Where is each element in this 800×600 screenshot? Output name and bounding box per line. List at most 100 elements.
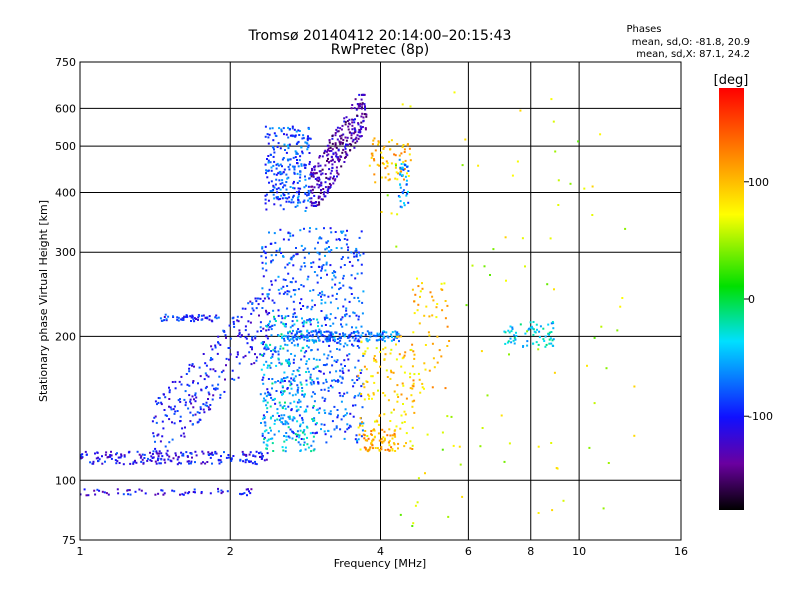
data-point <box>284 291 287 294</box>
data-point <box>339 127 342 130</box>
data-point <box>251 336 254 339</box>
data-point <box>188 394 191 397</box>
data-point <box>376 332 379 335</box>
data-point <box>166 449 169 452</box>
data-point <box>413 312 416 315</box>
data-point <box>307 331 310 334</box>
data-point <box>187 460 190 463</box>
data-point <box>339 143 342 146</box>
data-point <box>380 334 383 337</box>
data-point <box>368 395 371 398</box>
data-point <box>356 379 359 381</box>
data-point <box>409 105 412 108</box>
data-point <box>273 347 276 350</box>
data-point <box>404 159 407 162</box>
data-point <box>327 190 330 193</box>
data-point <box>180 318 183 321</box>
data-point <box>224 378 226 381</box>
data-point <box>326 154 329 157</box>
data-point <box>396 335 399 338</box>
data-point <box>348 424 351 427</box>
data-point <box>339 339 342 342</box>
data-point <box>363 434 366 437</box>
data-point <box>273 132 276 135</box>
data-point <box>389 434 392 437</box>
data-point <box>281 165 283 168</box>
data-point <box>301 335 304 338</box>
data-point <box>262 363 265 366</box>
data-point <box>402 144 405 146</box>
data-point <box>115 453 117 456</box>
data-point <box>273 148 275 151</box>
data-point <box>209 359 212 362</box>
data-point <box>261 261 264 264</box>
data-point <box>309 381 312 384</box>
data-point <box>359 125 362 128</box>
data-point <box>280 414 283 417</box>
data-point <box>140 455 143 458</box>
data-point <box>311 333 314 336</box>
data-point <box>308 177 311 180</box>
data-point <box>295 330 298 333</box>
data-point <box>217 335 220 338</box>
data-point <box>338 392 341 394</box>
data-point <box>299 173 302 176</box>
data-point <box>291 134 294 137</box>
data-point <box>306 137 309 140</box>
data-point <box>410 394 413 397</box>
data-point <box>340 134 343 137</box>
data-point <box>311 305 314 308</box>
data-point <box>280 252 283 254</box>
data-point <box>330 149 333 152</box>
data-point <box>165 318 168 321</box>
data-point <box>329 371 331 374</box>
data-point <box>160 401 163 404</box>
data-point <box>552 338 555 341</box>
data-point <box>163 316 166 318</box>
data-point <box>323 331 326 333</box>
data-point <box>250 312 253 315</box>
data-point <box>395 164 397 167</box>
data-point <box>302 325 305 328</box>
data-point <box>329 313 332 316</box>
data-point <box>350 293 353 295</box>
data-point <box>159 440 162 443</box>
data-point <box>309 377 312 380</box>
data-point <box>276 197 279 200</box>
data-point <box>200 314 203 317</box>
data-point <box>373 359 376 362</box>
data-point <box>152 450 155 453</box>
data-point <box>110 450 112 453</box>
data-point <box>189 400 192 403</box>
data-point <box>358 346 361 349</box>
data-point <box>344 414 347 417</box>
data-point <box>299 425 302 428</box>
data-point <box>281 385 284 388</box>
data-point <box>548 342 551 345</box>
data-point <box>342 372 345 374</box>
data-point <box>406 165 408 168</box>
data-point <box>303 227 305 230</box>
data-point <box>280 287 283 290</box>
data-point <box>411 288 414 291</box>
data-point <box>329 337 331 340</box>
data-point <box>169 406 172 409</box>
data-point <box>270 429 272 432</box>
data-point <box>277 430 280 433</box>
data-point <box>342 305 345 308</box>
data-point <box>357 315 360 318</box>
data-point <box>404 351 407 354</box>
data-point <box>387 179 390 182</box>
data-point <box>380 211 383 213</box>
data-point <box>400 335 402 338</box>
data-point <box>382 330 385 333</box>
data-point <box>265 334 268 337</box>
data-point <box>251 339 254 342</box>
data-point <box>380 151 383 154</box>
data-point <box>195 396 198 399</box>
data-point <box>305 321 308 324</box>
data-point <box>329 176 332 179</box>
data-point <box>264 262 267 265</box>
data-point <box>310 171 313 174</box>
data-point <box>354 438 357 441</box>
